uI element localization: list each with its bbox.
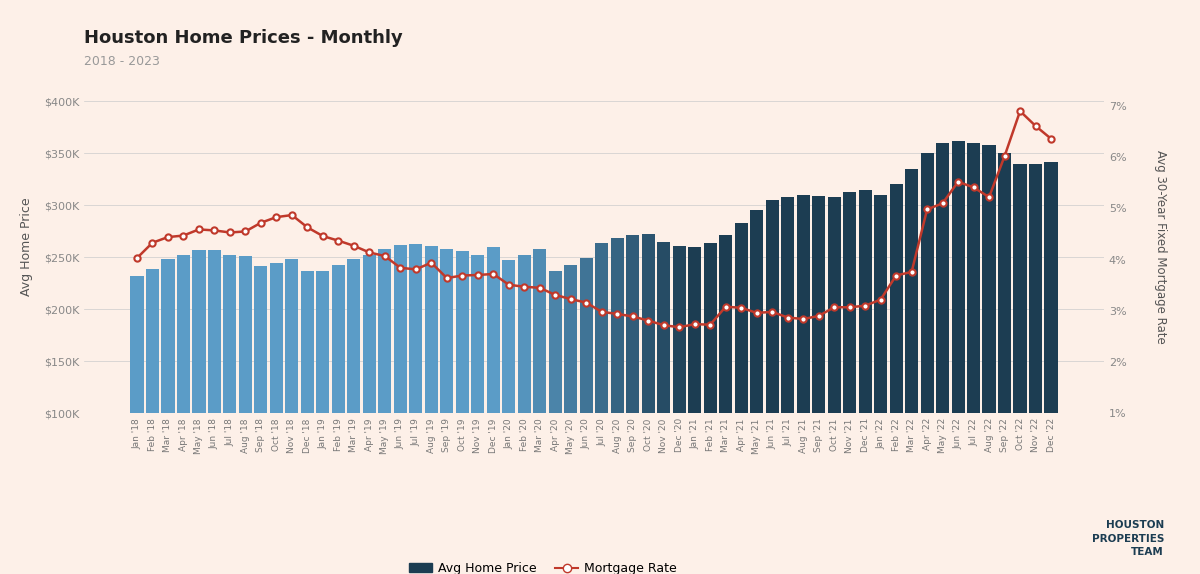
Y-axis label: Avg Home Price: Avg Home Price [19,197,32,296]
Bar [844,192,857,517]
Bar [503,261,515,517]
Bar [440,249,454,517]
Bar [286,259,299,517]
Bar [797,195,810,517]
Bar [998,153,1012,517]
Bar [1044,161,1057,517]
Bar [642,234,655,517]
Legend: Avg Home Price, Mortgage Rate: Avg Home Price, Mortgage Rate [404,557,682,574]
Bar [409,244,422,517]
Bar [176,255,190,517]
Bar [131,276,144,517]
Bar [1014,164,1027,517]
Bar [347,259,360,517]
Bar [719,235,732,517]
Bar [580,258,593,517]
Bar [161,259,174,517]
Bar [301,271,314,517]
Bar [920,153,934,517]
Bar [952,141,965,517]
Bar [317,271,330,517]
Bar [750,211,763,517]
Bar [688,247,701,517]
Bar [983,145,996,517]
Bar [967,143,980,517]
Bar [192,250,205,517]
Bar [766,200,779,517]
Bar [208,250,221,517]
Bar [889,184,902,517]
Bar [394,245,407,517]
Bar [270,263,283,517]
Bar [456,251,469,517]
Bar [254,266,268,517]
Bar [703,243,716,517]
Bar [734,223,748,517]
Bar [595,243,608,517]
Bar [331,265,344,517]
Bar [874,195,887,517]
Bar [517,255,530,517]
Y-axis label: Avg 30-Year Fixed Mortgage Rate: Avg 30-Year Fixed Mortgage Rate [1154,150,1168,344]
Bar [936,143,949,517]
Bar [611,239,624,517]
Bar [626,235,640,517]
Bar [487,247,500,517]
Bar [472,255,485,517]
Bar [564,265,577,517]
Bar [223,255,236,517]
Bar [146,269,160,517]
Text: Houston Home Prices - Monthly: Houston Home Prices - Monthly [84,29,403,46]
Bar [425,246,438,517]
Bar [362,255,376,517]
Bar [548,271,562,517]
Bar [658,242,671,517]
Bar [905,169,918,517]
Bar [781,197,794,517]
Bar [812,196,826,517]
Bar [828,197,841,517]
Bar [858,189,871,517]
Bar [673,246,685,517]
Text: 2018 - 2023: 2018 - 2023 [84,55,160,68]
Text: HOUSTON
PROPERTIES
TEAM: HOUSTON PROPERTIES TEAM [1092,521,1164,557]
Bar [378,249,391,517]
Bar [1028,164,1042,517]
Bar [533,249,546,517]
Bar [239,256,252,517]
